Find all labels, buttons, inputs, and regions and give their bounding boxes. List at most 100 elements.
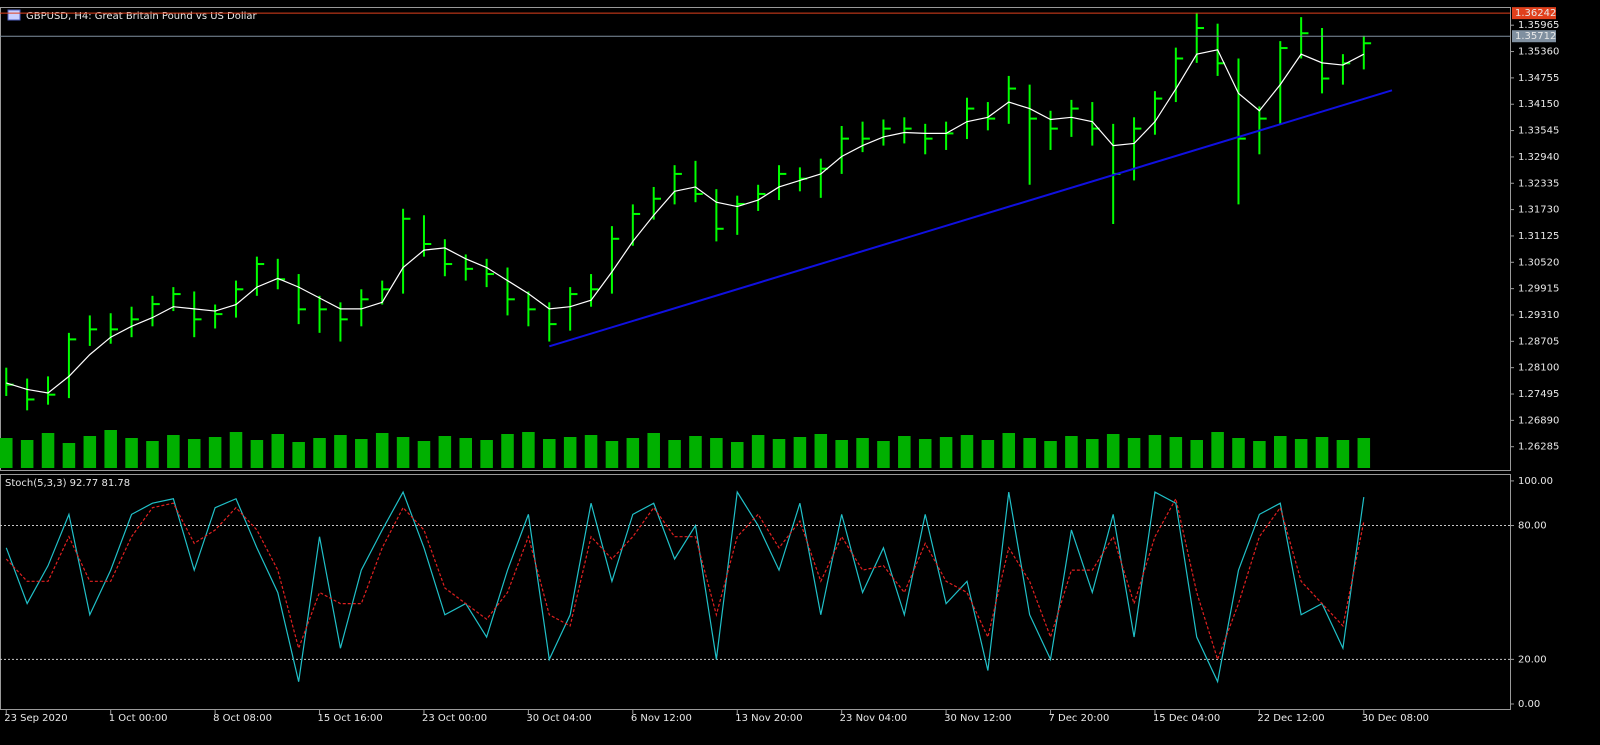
volume-bar [981,440,995,468]
y-tick-label: 1.28705 [1518,336,1559,347]
volume-bar [1065,436,1078,468]
volume-bar [20,440,34,468]
volume-bar [1253,441,1266,468]
volume-bar [1044,441,1057,468]
volume-bar [835,440,848,468]
chart-title: GBPUSD, H4: Great Britain Pound vs US Do… [26,11,258,22]
x-tick-label: 1 Oct 00:00 [109,713,168,724]
volume-bar [208,437,222,468]
y-tick-label: 1.29310 [1518,310,1559,321]
x-tick-label: 23 Nov 04:00 [840,713,907,724]
volume-bar [730,442,744,468]
volume-bar [772,439,786,468]
x-tick-label: 23 Sep 2020 [4,713,67,724]
x-tick-label: 30 Nov 12:00 [944,713,1011,724]
y-tick-label: 100.00 [1518,476,1553,487]
price-label: 1.35712 [1515,31,1556,42]
volume-bar [41,433,55,468]
volume-bar [459,438,473,468]
x-tick-label: 30 Dec 08:00 [1362,713,1429,724]
volume-bar [501,434,514,468]
volume-bar [375,433,389,468]
price-label-box [1512,7,1556,20]
volume-bar [417,441,431,468]
moving-average [6,49,1365,394]
stoch-pane-border [0,474,1511,710]
y-tick-label: 1.29915 [1518,284,1559,295]
volume-bar [1315,437,1329,468]
x-tick-label: 8 Oct 08:00 [213,713,272,724]
x-tick-label: 30 Oct 04:00 [526,713,591,724]
volume-bar [1148,435,1162,468]
volume-bar [1023,438,1036,468]
volume-bar [229,432,243,468]
y-tick-label: 1.35360 [1518,47,1559,58]
y-tick-label: 1.32335 [1518,178,1559,189]
y-tick-label: 1.33545 [1518,126,1559,137]
volume-bar [1086,439,1099,468]
volume-bar [334,435,347,468]
volume-bar [480,440,493,468]
volume-bar [355,439,368,468]
volume-bar [1211,432,1224,468]
volume-bar [918,439,932,468]
volume-bar [1273,436,1287,468]
y-tick-label: 1.32940 [1518,152,1559,163]
volume-bar [1127,438,1141,468]
volume-bar [626,438,640,468]
volume-bar [563,437,577,468]
y-tick-label: 20.00 [1518,654,1547,665]
stoch-line [5,490,1365,684]
volume-bar [543,439,556,468]
volume-bar [125,438,138,468]
volume-bar [877,441,890,468]
volume-bar [146,441,159,468]
volume-bar [1002,433,1016,468]
price-pane-border [0,7,1511,471]
volume-bar [647,433,660,468]
volume-bar [793,437,807,468]
y-tick-label: 1.31125 [1518,231,1559,242]
x-tick-label: 15 Dec 04:00 [1153,713,1220,724]
y-tick-label: 1.34150 [1518,99,1559,110]
volume-bar [313,438,326,468]
price-label: 1.36242 [1515,8,1556,19]
volume-bar [751,435,765,468]
volume-bar [1357,438,1371,468]
y-tick-label: 0.00 [1518,699,1540,710]
volume-bar [1169,437,1183,468]
volume-bar [83,436,97,468]
volume-bar [250,440,264,468]
volume-bar [668,440,681,468]
y-tick-label: 1.26890 [1518,415,1559,426]
indicator-title: Stoch(5,3,3) 92.77 81.78 [5,478,130,489]
y-tick-label: 1.27495 [1518,389,1559,400]
y-tick-label: 1.26285 [1518,442,1559,453]
volume-bar [1294,439,1308,468]
volume-bar [605,441,619,468]
volume-bar [960,435,974,468]
volume-bar [104,430,117,468]
y-tick-label: 80.00 [1518,521,1547,532]
volume-bar [1232,438,1245,468]
volume-bar [856,438,869,468]
symbol-icon [7,9,21,21]
volume-bar [522,432,535,468]
y-tick-label: 1.28100 [1518,363,1559,374]
volume-bar [898,436,911,468]
y-tick-label: 1.30520 [1518,257,1559,268]
volume-bar [689,436,702,468]
volume-bar [710,438,723,468]
volume-bar [1106,434,1120,468]
volume-bar [167,435,180,468]
stoch-line [5,497,1365,662]
volume-bar [814,434,828,468]
volume-bar [1336,440,1350,468]
y-tick-label: 1.35965 [1518,20,1559,31]
x-tick-label: 13 Nov 20:00 [735,713,802,724]
volume-bar [939,437,953,468]
volume-bar [1190,440,1203,468]
